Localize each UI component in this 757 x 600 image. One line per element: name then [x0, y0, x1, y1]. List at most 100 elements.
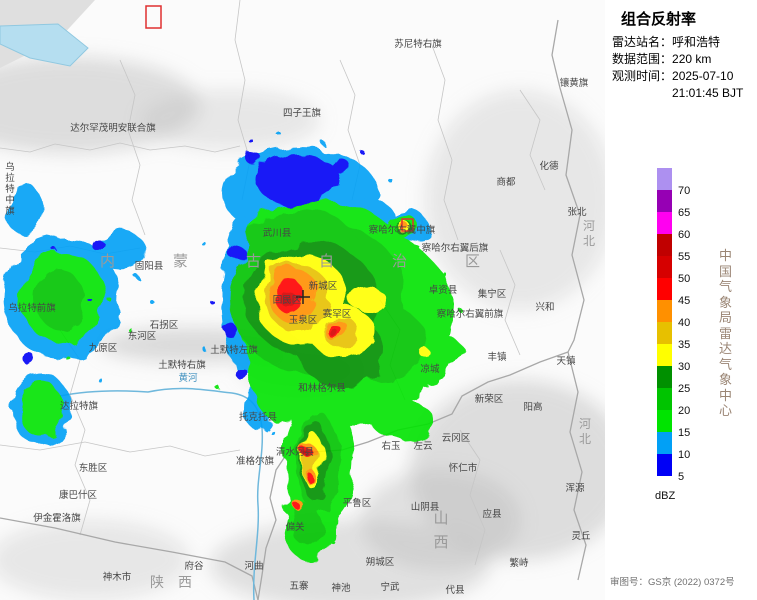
place-label: 神池: [331, 582, 351, 594]
province-boundaries: [0, 19, 587, 600]
place-label: 乌拉特中旗: [5, 161, 15, 217]
place-label: 赛罕区: [323, 308, 352, 320]
place-label: 山阴县: [411, 502, 440, 513]
place-label: 托克托县: [239, 411, 277, 423]
place-label: 土默特左旗: [210, 344, 258, 356]
place-label: 兴和: [535, 302, 554, 313]
place-label: 五寨: [289, 580, 309, 592]
obs-date: 2025-07-10: [672, 69, 734, 83]
lake: [0, 23, 89, 67]
place-label: 东胜区: [79, 462, 108, 474]
legend-cell: 45: [657, 278, 690, 307]
place-label: 苏尼特右旗: [394, 38, 442, 50]
legend-cell-label: 60: [678, 229, 691, 241]
agency-watermark: 中国气象局雷达气象中心: [719, 248, 733, 418]
legend-cell: 10: [657, 432, 690, 461]
legend-cell-label: 45: [678, 295, 691, 307]
place-label: 清水河县: [276, 446, 314, 458]
range-row: 数据范围：220 km: [612, 52, 712, 66]
legend-cell-label: 40: [678, 317, 691, 329]
province-label: 山西: [433, 510, 448, 551]
place-label: 准格尔旗: [236, 455, 275, 467]
obs-time: 21:01:45 BJT: [672, 86, 744, 100]
legend-cell: 60: [657, 212, 690, 241]
place-label: 伊金霍洛旗: [33, 512, 81, 524]
product-title: 组合反射率: [621, 11, 697, 28]
legend-cell: 15: [657, 410, 690, 439]
province-label: 陕西: [150, 574, 206, 590]
place-label: 丰镇: [487, 351, 507, 363]
place-label: 回民区: [273, 295, 302, 306]
place-label: 察哈尔右翼后旗: [422, 242, 489, 254]
legend-color-bar: 70 65 60 55 50 45 40 35 30 25 20 15 10 5: [657, 168, 690, 483]
place-label: 灵丘: [571, 531, 591, 542]
legend-cell: 5: [657, 454, 684, 483]
legend-cell: 50: [657, 256, 690, 285]
place-label: 乌拉特前旗: [8, 302, 56, 314]
legend-cell: 70: [657, 168, 690, 197]
place-label: 怀仁市: [449, 462, 478, 474]
place-label: 宁武: [380, 581, 400, 593]
echo-speckles: [18, 133, 462, 552]
station-row: 雷达站名：呼和浩特: [612, 35, 721, 49]
legend-cell: 40: [657, 300, 690, 329]
place-label: 朔城区: [366, 556, 395, 568]
province-label: 河北: [583, 219, 595, 248]
legend-cell: 55: [657, 234, 690, 263]
place-label: 天镇: [556, 355, 576, 367]
place-label: 浑源: [565, 483, 585, 494]
place-label: 武川县: [263, 227, 292, 239]
map-license-number: 审图号：GS京 (2022) 0372号: [610, 577, 735, 588]
place-label: 察哈尔右翼中旗: [369, 224, 436, 236]
place-label: 偏关: [285, 521, 305, 533]
place-label: 左云: [413, 440, 432, 452]
place-label: 土默特右旗: [158, 359, 206, 371]
legend-cell-label: 20: [678, 405, 691, 417]
legend-cell-label: 65: [678, 207, 691, 219]
place-label: 东河区: [128, 330, 157, 342]
place-label: 云冈区: [442, 433, 471, 444]
reflectivity-legend: 70 65 60 55 50 45 40 35 30 25 20 15 10 5 dBZ: [655, 168, 690, 502]
alert-box-markers: [145, 5, 414, 232]
terrain-shading: [0, 57, 605, 600]
radar-echoes: [4, 133, 463, 560]
legend-cell: 35: [657, 322, 690, 351]
place-label: 四子王旗: [283, 107, 322, 119]
place-label: 和林格尔县: [298, 382, 346, 394]
place-label: 达拉特旗: [60, 400, 99, 412]
place-label: 化德: [539, 160, 559, 172]
place-label: 察哈尔右翼前旗: [437, 308, 504, 320]
place-label: 黄河: [178, 372, 198, 384]
legend-cell-label: 30: [678, 361, 691, 373]
place-label: 神木市: [103, 571, 132, 583]
legend-cell-label: 5: [678, 471, 685, 483]
legend-cell-label: 10: [678, 449, 691, 461]
legend-unit-label: dBZ: [655, 490, 676, 502]
station-info: 雷达站名：呼和浩特 数据范围：220 km 观测时间：2025-07-10 21…: [612, 34, 743, 102]
legend-cell-label: 35: [678, 339, 691, 351]
place-label: 代县: [445, 585, 464, 596]
legend-cell-label: 25: [678, 383, 691, 395]
province-label: 河北: [579, 417, 591, 446]
place-label: 凉城: [420, 363, 440, 375]
place-label: 达尔罕茂明安联合旗: [70, 122, 156, 134]
station-name: 呼和浩特: [672, 35, 721, 49]
time-row: 观测时间：2025-07-10: [612, 69, 734, 83]
province-label: 内蒙古自治区: [100, 253, 538, 270]
place-label: 玉泉区: [289, 314, 318, 326]
place-label: 康巴什区: [59, 489, 98, 501]
legend-cell: 20: [657, 388, 690, 417]
place-label: 阳高: [523, 401, 542, 413]
place-label: 府谷: [184, 560, 204, 572]
info-panel: 组合反射率 雷达站名：呼和浩特 数据范围：220 km 观测时间：2025-07…: [605, 0, 757, 600]
place-label: 平鲁区: [343, 497, 372, 509]
place-label: 新城区: [309, 280, 338, 292]
place-label: 河曲: [244, 560, 263, 572]
place-label: 右玉: [381, 440, 401, 452]
radar-site-crosshair: [296, 290, 310, 304]
place-label: 应县: [482, 508, 501, 520]
data-range: 220 km: [672, 52, 712, 66]
place-label: 卓资县: [429, 284, 458, 296]
